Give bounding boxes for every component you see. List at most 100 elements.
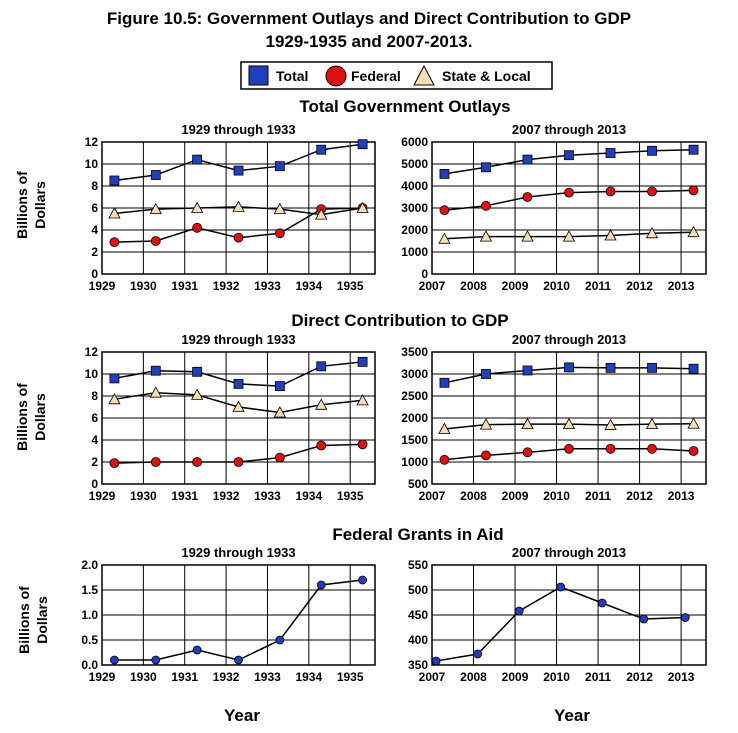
data-point-state-local (438, 232, 451, 244)
x-tick-label: 1931 (171, 279, 198, 293)
y-tick-label: 3000 (401, 367, 428, 381)
panel-grants-1929: 1929 through 1933 1929 1930 1931 1932 1933 193… (81, 545, 376, 684)
y-axis-label-line1: Billions of (14, 171, 30, 239)
plot-frame (101, 141, 376, 275)
x-tick-label: 1934 (295, 279, 322, 293)
x-tick-label: 1933 (254, 279, 281, 293)
x-tick-label: 1930 (130, 489, 157, 503)
legend-state-local-marker (413, 64, 435, 86)
data-point-state-local (604, 418, 617, 430)
data-point-state-local (149, 202, 162, 215)
data-point-state-local (687, 225, 700, 238)
data-point-state-local (438, 422, 451, 434)
x-tick-label: 2007 (419, 489, 446, 503)
section-title-gdp: Direct Contribution to GDP (291, 311, 508, 330)
data-point-state-local (562, 417, 576, 430)
y-tick-label: 2500 (401, 389, 428, 403)
x-tick-label: 2008 (460, 670, 487, 684)
x-tick-label: 2007 (419, 279, 446, 293)
y-axis-label-line2: Dollars (34, 596, 50, 644)
y-tick-label: 5000 (401, 157, 428, 171)
data-point-state-local (521, 417, 534, 430)
data-point-federal (688, 185, 699, 196)
x-tick-label: 1934 (295, 670, 322, 684)
data-point-total (481, 369, 491, 379)
y-tick-label: 1.0 (81, 608, 98, 622)
y-tick-label: 0 (91, 267, 98, 281)
x-tick-label: 2008 (460, 489, 487, 503)
x-tick-label: 1935 (337, 279, 364, 293)
data-point-federal (481, 450, 491, 461)
data-point-grants (473, 649, 483, 659)
panel-subtitle: 2007 through 2013 (512, 122, 626, 137)
data-point-total (605, 148, 616, 158)
y-tick-label: 12 (85, 135, 99, 149)
data-point-total (274, 161, 285, 172)
y-tick-label: 12 (85, 345, 99, 359)
data-point-grants (110, 655, 119, 665)
x-tick-label: 2009 (502, 279, 529, 293)
data-point-total (439, 377, 450, 388)
y-tick-label: 0.5 (81, 633, 98, 647)
data-point-state-local (273, 202, 287, 215)
x-tick-label: 2009 (502, 489, 529, 503)
series-line (114, 579, 363, 661)
data-point-grants (639, 614, 649, 624)
data-point-federal (439, 454, 450, 465)
data-point-state-local (645, 226, 659, 239)
data-point-total (481, 162, 491, 173)
x-tick-label: 1932 (213, 670, 240, 684)
x-tick-label: 2010 (543, 489, 570, 503)
panel-subtitle: 1929 through 1933 (181, 545, 295, 560)
x-tick-label: 2010 (543, 279, 570, 293)
data-point-total (522, 365, 533, 376)
x-tick-label: 1935 (337, 489, 364, 503)
data-point-state-local (315, 208, 328, 220)
x-tick-label: 2013 (668, 279, 695, 293)
data-point-state-local (687, 417, 700, 429)
x-tick-label: 1934 (295, 489, 322, 503)
legend-federal-label: Federal (351, 68, 401, 84)
x-tick-label: 1930 (130, 279, 157, 293)
panel-subtitle: 1929 through 1933 (181, 122, 295, 137)
panel-subtitle: 1929 through 1933 (181, 332, 295, 347)
y-tick-label: 1500 (401, 433, 428, 447)
x-tick-label: 1933 (254, 489, 281, 503)
x-tick-label: 2010 (543, 670, 570, 684)
data-point-state-local (479, 418, 493, 430)
data-point-state-local (273, 406, 287, 418)
data-point-grants (431, 656, 441, 666)
data-point-grants (151, 655, 161, 665)
data-point-federal (439, 205, 450, 216)
data-point-total (233, 378, 244, 389)
y-axis-label-row1: Billions of Dollars (14, 171, 48, 239)
data-point-total (439, 168, 450, 179)
plot-frame (431, 564, 707, 666)
panel-outlays-2007: 2007 through 2013 2007 2008 2009 2010 2011 201… (401, 122, 707, 293)
data-point-grants (358, 575, 367, 585)
section-title-grants: Federal Grants in Aid (332, 525, 503, 544)
y-tick-label: 1.5 (81, 583, 98, 597)
data-point-state-local (521, 230, 534, 242)
x-tick-label: 1933 (254, 670, 281, 684)
y-tick-label: 4 (91, 223, 98, 237)
legend-frame (240, 61, 553, 90)
x-tick-label: 2007 (419, 670, 446, 684)
plot-frame (101, 564, 376, 666)
data-point-federal (150, 236, 161, 246)
figure-title-line2: 1929-1935 and 2007-2013. (266, 32, 473, 51)
x-tick-label: 2008 (460, 279, 487, 293)
y-tick-label: 4000 (401, 179, 428, 193)
data-point-federal (357, 439, 368, 450)
x-tick-label: 1929 (89, 670, 116, 684)
x-tick-label: 2012 (626, 489, 653, 503)
x-tick-label: 1935 (337, 670, 364, 684)
data-point-grants (514, 606, 524, 616)
x-tick-label: 2009 (502, 670, 529, 684)
y-tick-label: 4 (91, 433, 98, 447)
x-axis-label-right: Year (554, 706, 590, 725)
data-point-state-local (479, 230, 493, 242)
data-point-federal (316, 440, 327, 451)
y-tick-label: 500 (408, 583, 428, 597)
y-tick-label: 550 (408, 558, 428, 572)
